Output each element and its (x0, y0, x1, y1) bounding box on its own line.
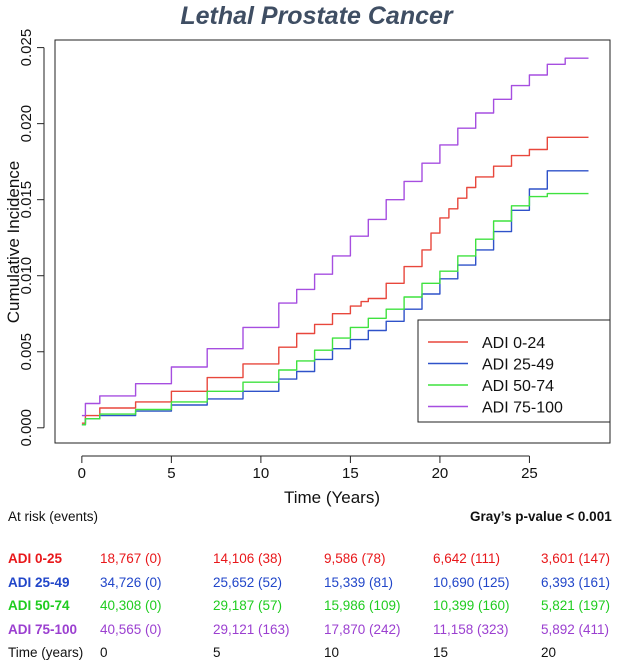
risk-cell: 10 (324, 645, 340, 660)
y-tick-label: 0.005 (18, 333, 35, 371)
risk-cell: 0 (100, 645, 108, 660)
risk-cell: 18,767 (0) (100, 551, 162, 566)
risk-cell: 14,106 (38) (213, 551, 283, 566)
risk-row-label: ADI 25-49 (8, 574, 70, 590)
risk-cell: 29,187 (57) (213, 598, 283, 613)
series-layer (81, 57, 589, 426)
y-tick-label: 0.025 (18, 29, 35, 67)
x-tick-label: 20 (432, 465, 449, 482)
x-tick-label: 15 (342, 465, 359, 482)
risk-cell: 6,642 (111) (433, 551, 501, 566)
series-line-adi-75-100 (81, 57, 589, 417)
legend-label: ADI 0-24 (482, 335, 545, 352)
x-tick-label: 25 (521, 465, 538, 482)
risk-cell: 5,821 (197) (541, 598, 611, 613)
y-axis-label: Cumulative Incidence (4, 161, 23, 324)
y-tick-label: 0.020 (18, 105, 35, 143)
y-tick-label: 0.015 (18, 181, 35, 219)
risk-cell: 20 (541, 645, 557, 660)
cumulative-incidence-chart: 0 5 10 15 20 25 0.000 0.005 0.010 0.015 0.020 0.025… (4, 29, 611, 507)
legend-box (417, 319, 611, 423)
risk-cell: 11,158 (323) (433, 621, 509, 637)
risk-cell: 9,586 (78) (324, 551, 386, 566)
risk-cell: 40,565 (0) (100, 621, 162, 637)
legend-label: ADI 50-74 (482, 378, 554, 395)
risk-cell: 29,121 (163) (213, 621, 290, 637)
legend-label: ADI 25-49 (482, 357, 554, 374)
risk-cell: 6,393 (161) (541, 574, 611, 590)
risk-cell: 40,308 (0) (100, 598, 162, 613)
y-tick-label: 0.000 (18, 409, 35, 447)
chart-title: Lethal Prostate Cancer (180, 2, 453, 30)
risk-row-label: ADI 50-74 (8, 598, 70, 613)
risk-cell: 10,690 (125) (433, 574, 510, 590)
plot-frame (54, 39, 611, 444)
risk-cell: 15 (433, 645, 449, 660)
risk-table-header: At risk (events) (8, 509, 99, 524)
risk-cell: 34,726 (0) (100, 574, 162, 590)
risk-cell: 15,339 (81) (324, 574, 394, 590)
p-value: Gray’s p-value < 0.001 (470, 509, 612, 524)
risk-cell: 17,870 (242) (324, 621, 401, 637)
risk-cell: 3,601 (147) (541, 551, 611, 566)
risk-cell: 25,652 (52) (213, 574, 283, 590)
legend: ADI 0-24 ADI 25-49 ADI 50-74 ADI 75-100 (417, 319, 611, 423)
x-tick-label: 0 (78, 465, 86, 482)
axis-layer: 0 5 10 15 20 25 0.000 0.005 0.010 0.015 0.020 0.025 (18, 29, 538, 482)
x-tick-label: 10 (253, 465, 270, 482)
risk-cell: 5,892 (411) (541, 621, 610, 637)
legend-label: ADI 75-100 (482, 400, 563, 417)
risk-cell: 15,986 (109) (324, 598, 401, 613)
risk-cell: 10,399 (160) (433, 598, 510, 613)
risk-row-label: ADI 75-100 (8, 621, 78, 637)
risk-row-label: Time (years) (8, 645, 84, 660)
series-line-adi-50-74 (81, 192, 589, 426)
y-tick-label: 0.010 (18, 257, 35, 295)
risk-row-label: ADI 0-25 (8, 551, 63, 566)
risk-cell: 5 (213, 645, 221, 660)
x-axis-label: Time (Years) (284, 488, 380, 507)
x-tick-label: 5 (167, 465, 175, 482)
